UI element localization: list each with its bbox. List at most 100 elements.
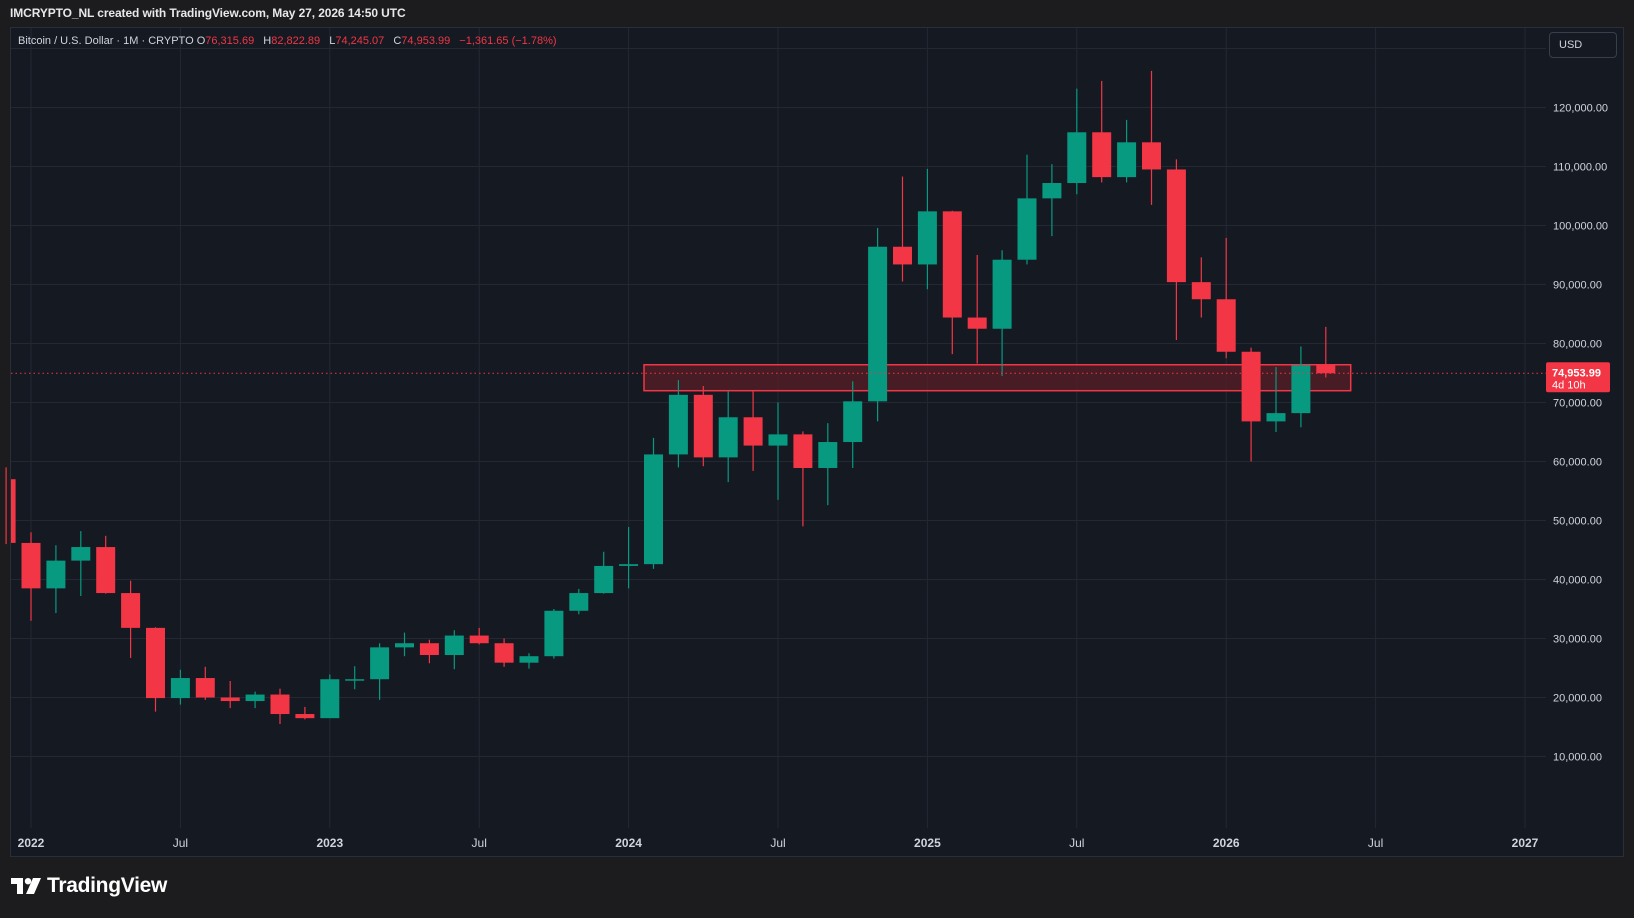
candle	[967, 255, 987, 364]
candle-body	[345, 679, 365, 681]
candle-body	[320, 679, 340, 719]
candle-body	[1092, 132, 1112, 178]
candle-body	[942, 211, 962, 318]
candle-body	[96, 547, 116, 594]
candle	[295, 706, 315, 720]
candle	[1042, 164, 1062, 237]
candle-body	[917, 211, 937, 265]
candle-body	[818, 442, 838, 468]
candle-body	[569, 593, 589, 611]
candle-body	[718, 417, 738, 458]
candle-body	[1017, 198, 1037, 260]
candle-body	[668, 394, 688, 455]
candle-body	[619, 564, 639, 566]
candle-body	[1067, 132, 1087, 184]
candle-body	[444, 635, 464, 656]
candle-body	[992, 259, 1012, 329]
candle-body	[195, 678, 215, 698]
x-tick-label: Jul	[1368, 836, 1383, 850]
y-tick-label: 20,000.00	[1553, 693, 1602, 705]
candle	[1166, 159, 1186, 340]
candle	[195, 666, 215, 700]
candle-body	[1191, 282, 1211, 300]
candle-body	[843, 401, 863, 443]
legend-low-label: L	[329, 35, 336, 47]
candle	[544, 609, 564, 659]
price-tag-countdown: 4d 10h	[1552, 379, 1586, 391]
candle-body	[395, 643, 414, 648]
y-tick-label: 100,000.00	[1553, 221, 1608, 233]
candles	[5, 70, 1336, 725]
y-tick-label: 40,000.00	[1553, 575, 1602, 587]
candle	[1117, 119, 1137, 183]
candle	[668, 380, 688, 468]
candle-body	[220, 697, 240, 702]
candle	[1017, 154, 1037, 265]
candle	[220, 680, 240, 709]
candle	[71, 531, 91, 597]
candle-body	[793, 434, 813, 468]
legend-symbol[interactable]: Bitcoin / U.S. Dollar · 1M · CRYPTO	[18, 35, 194, 47]
candle	[1142, 70, 1161, 205]
candle-body	[1316, 365, 1336, 374]
candle	[594, 551, 614, 594]
chart-frame[interactable]	[10, 27, 1624, 857]
x-tick-label: 2025	[914, 836, 941, 850]
candle	[1316, 326, 1336, 378]
candle-body	[270, 694, 290, 715]
candle-body	[967, 317, 987, 329]
y-tick-label: 70,000.00	[1553, 398, 1602, 410]
candle	[843, 381, 863, 468]
candle	[395, 632, 414, 657]
candle	[818, 423, 838, 506]
tradingview-logo-icon	[11, 878, 41, 894]
candle	[1067, 88, 1087, 195]
legend-open-value: 76,315.69	[205, 35, 255, 47]
y-tick-label: 50,000.00	[1553, 516, 1602, 528]
candle-body	[1266, 413, 1286, 422]
y-tick-label: 60,000.00	[1553, 457, 1602, 469]
x-tick-label: 2024	[615, 836, 642, 850]
x-tick-label: Jul	[770, 836, 785, 850]
candle	[1241, 347, 1261, 462]
candle-body	[146, 627, 165, 699]
candle-body	[544, 610, 564, 657]
candle-body	[1216, 299, 1236, 352]
candle-body	[370, 647, 390, 680]
candle	[320, 674, 340, 719]
x-tick-label: 2026	[1213, 836, 1240, 850]
legend-change: −1,361.65 (−1.78%)	[459, 35, 557, 47]
x-tick-label: Jul	[1069, 836, 1084, 850]
candle	[419, 639, 439, 664]
candle-body	[519, 656, 539, 663]
candle-body	[1142, 142, 1161, 170]
candle-body	[46, 560, 66, 589]
candle	[569, 588, 589, 615]
candle-body	[1166, 169, 1186, 283]
legend-high-value: 82,822.89	[271, 35, 321, 47]
legend-low-value: 74,245.07	[335, 35, 385, 47]
candle	[1266, 367, 1286, 432]
legend-high-label: H	[263, 35, 272, 47]
tradingview-brand[interactable]: TradingView	[11, 874, 167, 898]
currency-button[interactable]: USD	[1549, 32, 1617, 58]
candle	[21, 532, 41, 621]
price-tag-value: 74,953.99	[1552, 367, 1601, 379]
legend-open-label: O	[196, 35, 206, 47]
candle	[1216, 237, 1236, 359]
y-tick-label: 80,000.00	[1553, 339, 1602, 351]
candle	[793, 431, 813, 527]
y-tick-label: 110,000.00	[1553, 162, 1607, 174]
price-tag-background	[1546, 362, 1610, 393]
candle-body	[1291, 365, 1311, 414]
candle-body	[71, 547, 91, 561]
candle	[519, 653, 539, 669]
candle	[917, 168, 937, 290]
symbol-legend: Bitcoin / U.S. Dollar · 1M · CRYPTO O76,…	[18, 35, 563, 47]
x-tick-label: 2027	[1512, 836, 1539, 850]
candle	[868, 227, 888, 422]
candle	[619, 526, 639, 589]
candle-body	[21, 542, 41, 589]
